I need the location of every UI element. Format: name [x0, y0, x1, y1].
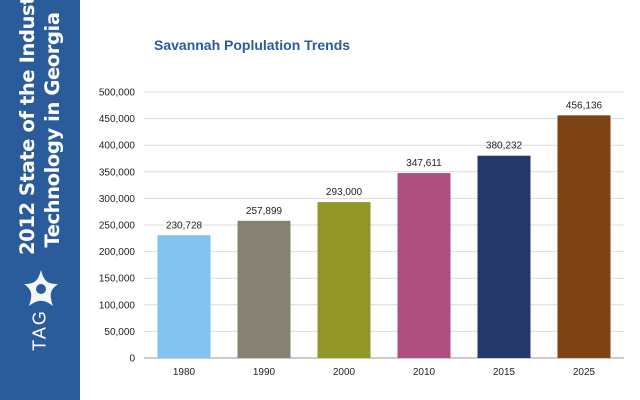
- y-tick-label: 300,000: [99, 194, 136, 205]
- bar: [157, 235, 211, 358]
- y-tick-label: 350,000: [99, 167, 136, 178]
- data-label: 456,136: [566, 100, 603, 111]
- y-tick-label: 450,000: [99, 114, 136, 125]
- x-tick-label: 2025: [573, 367, 596, 378]
- y-tick-label: 250,000: [99, 221, 136, 232]
- bar: [557, 115, 611, 358]
- bar: [477, 155, 531, 358]
- x-tick-label: 2010: [413, 367, 436, 378]
- y-tick-label: 50,000: [104, 327, 135, 338]
- bar: [397, 173, 451, 358]
- y-tick-label: 500,000: [99, 88, 136, 99]
- x-tick-label: 2015: [493, 367, 516, 378]
- y-tick-label: 100,000: [99, 300, 136, 311]
- data-label: 380,232: [486, 141, 523, 152]
- data-label: 293,000: [326, 187, 363, 198]
- data-label: 230,728: [166, 220, 203, 231]
- y-tick-label: 0: [129, 354, 135, 365]
- tag-star-logo-icon: [24, 270, 58, 306]
- data-label: 347,611: [406, 158, 442, 169]
- y-tick-label: 200,000: [99, 247, 136, 258]
- x-tick-label: 1990: [253, 367, 276, 378]
- bar: [237, 220, 291, 358]
- sidebar: 2012 State of the Industry: Technology i…: [0, 0, 80, 400]
- bar: [317, 202, 371, 358]
- chart-title: Savannah Poplulation Trends: [154, 37, 351, 53]
- data-label: 257,899: [246, 206, 283, 217]
- x-tick-label: 1980: [173, 367, 196, 378]
- y-tick-label: 400,000: [99, 141, 136, 152]
- y-tick-label: 150,000: [99, 274, 136, 285]
- x-tick-label: 2000: [333, 367, 356, 378]
